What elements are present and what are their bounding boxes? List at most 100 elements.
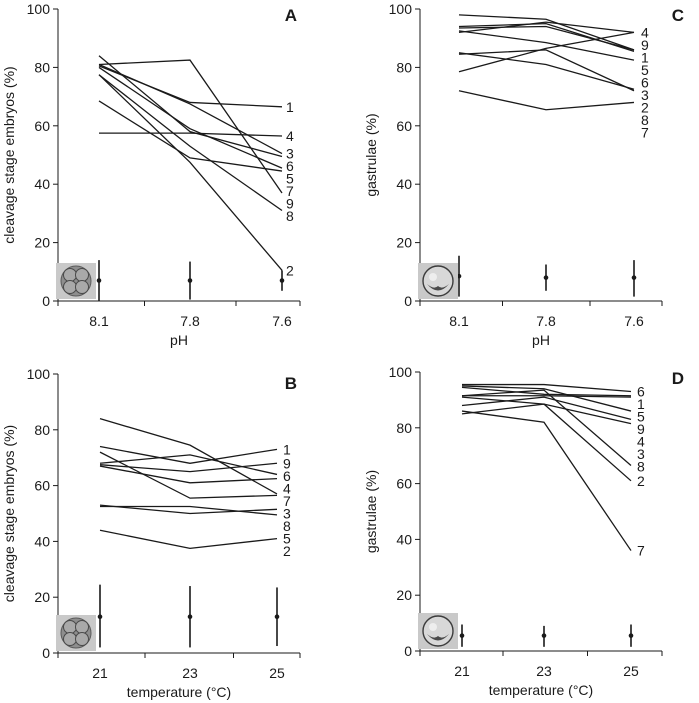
series-label: 4: [637, 434, 645, 450]
error-bar-mean-point: [96, 278, 102, 283]
blastomere: [63, 268, 77, 282]
series-line-5: [100, 505, 278, 516]
error-bar-mean-point: [459, 633, 465, 638]
blastomere: [63, 632, 77, 646]
series-line-9: [98, 59, 283, 194]
series-label: 5: [283, 530, 291, 546]
y-tick-label: 80: [34, 422, 50, 438]
series-line-2: [458, 52, 635, 90]
x-tick-label: 25: [269, 665, 285, 681]
x-axis-label: pH: [170, 332, 188, 348]
series-line-4: [99, 465, 278, 484]
series-line-5: [98, 66, 283, 169]
series-line-7: [461, 410, 632, 551]
series-label: 2: [637, 473, 645, 489]
x-axis-label: pH: [532, 332, 550, 348]
series-line-3: [98, 63, 283, 155]
y-tick-label: 40: [34, 533, 50, 549]
x-tick-label: 7.6: [624, 313, 644, 329]
x-tick-label: 23: [536, 663, 552, 679]
error-bar-mean-point: [97, 614, 103, 620]
x-axis-label: temperature (°C): [127, 684, 231, 700]
series-line-7: [98, 100, 283, 172]
series-line-6: [462, 383, 632, 393]
series-line-9: [461, 385, 632, 412]
y-tick-label: 0: [404, 643, 412, 659]
series-label: 8: [283, 518, 291, 534]
y-axis-label: cleavage stage embryos (%): [1, 66, 17, 243]
series-line-1: [458, 25, 635, 51]
series-line-8: [99, 504, 278, 515]
y-tick-label: 100: [27, 1, 51, 17]
y-tick-label: 40: [396, 176, 412, 192]
y-axis-label: gastrulae (%): [363, 470, 379, 553]
series-line-1: [461, 386, 632, 397]
blastomere: [75, 268, 89, 282]
x-tick-label: 21: [92, 665, 108, 681]
y-tick-label: 60: [396, 476, 412, 492]
series-label: 4: [283, 480, 291, 496]
y-tick-label: 20: [34, 235, 50, 251]
blastomere: [75, 620, 89, 634]
x-tick-label: 23: [182, 665, 198, 681]
series-line-8: [98, 74, 283, 212]
series-line-1: [99, 445, 278, 464]
blastocoel: [429, 273, 437, 281]
error-bar-mean-point: [187, 278, 193, 283]
panel-label: B: [285, 374, 297, 393]
x-tick-label: 7.6: [272, 313, 292, 329]
y-tick-label: 40: [34, 176, 50, 192]
series-line-8: [458, 49, 635, 92]
series-label: 1: [286, 99, 294, 115]
series-label: 4: [286, 128, 294, 144]
series-label: 7: [641, 124, 649, 140]
y-tick-label: 20: [396, 235, 412, 251]
series-label: 3: [641, 87, 649, 103]
series-line-5: [458, 14, 635, 51]
y-axis-label: cleavage stage embryos (%): [1, 425, 17, 602]
series-label: 8: [637, 459, 645, 475]
gastrula-embryo-icon: [418, 613, 458, 649]
cleavage-embryo-icon: [56, 263, 96, 299]
series-label: 5: [641, 62, 649, 78]
panel-label: C: [672, 6, 684, 25]
error-bar-mean-point: [541, 633, 547, 638]
error-bar-mean-point: [631, 275, 637, 280]
series-label: 1: [637, 396, 645, 412]
series-label: 1: [283, 441, 291, 457]
series-line-3: [461, 396, 632, 425]
series-label: 3: [283, 505, 291, 521]
panel-a: 0 20 40 60 80 100 8.1 7.8 7.6 pH cleavage stage em…: [1, 1, 301, 348]
y-tick-label: 100: [27, 366, 51, 382]
series-label: 3: [637, 446, 645, 462]
series-label: 9: [283, 455, 291, 471]
error-bar-mean-point: [187, 614, 193, 620]
series-line-2: [461, 403, 632, 482]
series-line-7: [99, 418, 278, 495]
panel-label: D: [672, 369, 684, 388]
x-tick-label: 7.8: [536, 313, 556, 329]
series-label: 2: [286, 262, 294, 278]
series-label: 1: [641, 49, 649, 65]
y-tick-label: 20: [396, 587, 412, 603]
y-tick-label: 20: [34, 589, 50, 605]
series-line-7: [458, 90, 635, 111]
error-bar-mean-point: [279, 278, 285, 283]
series-line-3: [99, 451, 278, 499]
x-tick-label: 7.8: [180, 313, 200, 329]
embryo-body: [422, 615, 454, 647]
series-label: 6: [286, 158, 294, 174]
blastocoel: [429, 623, 437, 631]
error-bar-mean-point: [543, 275, 549, 280]
series-line-2: [98, 74, 283, 271]
archenteron: [427, 284, 449, 291]
y-tick-label: 0: [42, 645, 50, 661]
y-tick-label: 80: [396, 59, 412, 75]
series-label: 9: [641, 37, 649, 53]
y-tick-label: 100: [389, 364, 413, 380]
series-label: 7: [637, 543, 645, 559]
y-tick-label: 80: [396, 420, 412, 436]
